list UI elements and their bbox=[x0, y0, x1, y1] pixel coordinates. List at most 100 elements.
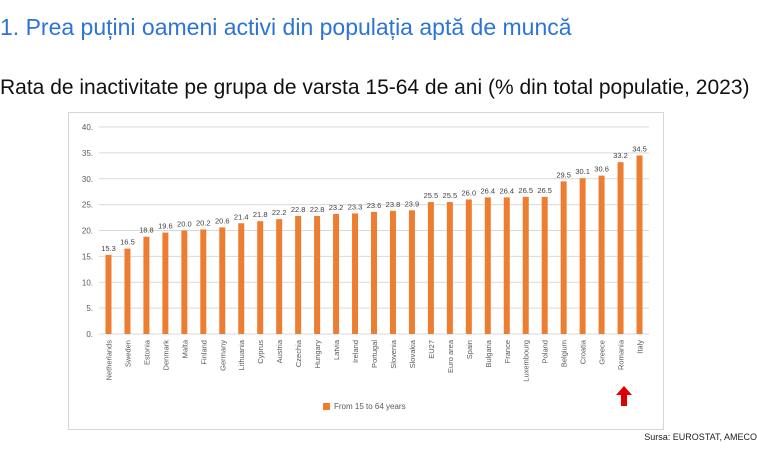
value-label: 16.5 bbox=[120, 238, 135, 247]
bar bbox=[333, 213, 340, 334]
value-label: 30.6 bbox=[594, 165, 609, 174]
value-label: 29.5 bbox=[556, 170, 571, 179]
value-label: 23.8 bbox=[386, 200, 401, 209]
value-label: 22.8 bbox=[310, 205, 325, 214]
category-label: France bbox=[503, 340, 512, 363]
category-label: Romania bbox=[617, 339, 626, 370]
chart-frame: 0. 5. 10. 15. 20. 25. 30. 35. 40. 15.3 Netherlands… bbox=[68, 112, 664, 430]
bar bbox=[465, 199, 472, 334]
category-label: Croatia bbox=[579, 339, 588, 364]
bar bbox=[181, 230, 188, 334]
bar bbox=[484, 197, 491, 334]
value-label: 20.6 bbox=[215, 216, 230, 225]
value-label: 33.2 bbox=[613, 151, 628, 160]
category-label: Malta bbox=[180, 339, 189, 358]
bar bbox=[617, 162, 624, 334]
y-tick-label: 0. bbox=[86, 330, 93, 339]
bar bbox=[352, 213, 359, 334]
bar bbox=[200, 229, 207, 334]
value-label: 15.3 bbox=[101, 244, 116, 253]
category-label: Hungary bbox=[313, 340, 322, 369]
category-label: EU27 bbox=[427, 340, 436, 359]
category-label: Italy bbox=[636, 340, 645, 354]
bar bbox=[446, 202, 453, 334]
bar bbox=[162, 232, 169, 334]
value-label: 22.2 bbox=[272, 208, 287, 217]
category-label: Spain bbox=[465, 340, 474, 359]
y-tick-label: 35. bbox=[82, 149, 93, 158]
value-label: 19.6 bbox=[158, 222, 173, 231]
bar bbox=[238, 223, 245, 334]
legend-label: From 15 to 64 years bbox=[334, 402, 406, 411]
value-label: 34.5 bbox=[632, 144, 647, 153]
bar bbox=[295, 216, 302, 334]
value-label: 23.3 bbox=[348, 202, 363, 211]
bar bbox=[636, 155, 643, 334]
category-label: Czechia bbox=[294, 339, 303, 367]
category-label: Sweden bbox=[123, 340, 132, 367]
slide-heading: 1. Prea puțini oameni activi din populaț… bbox=[0, 14, 572, 40]
value-label: 23.9 bbox=[405, 199, 420, 208]
category-label: Poland bbox=[541, 340, 550, 363]
value-label: 20.0 bbox=[177, 220, 192, 229]
value-label: 26.4 bbox=[499, 186, 514, 195]
bar bbox=[143, 236, 150, 334]
category-label: Slovenia bbox=[389, 339, 398, 369]
category-label: Cyprus bbox=[256, 340, 265, 364]
category-label: Latvia bbox=[332, 339, 341, 360]
category-label: Slovakia bbox=[408, 339, 417, 368]
category-label: Austria bbox=[275, 339, 284, 363]
category-label: Euro area bbox=[446, 339, 455, 373]
y-tick-label: 25. bbox=[82, 201, 93, 210]
bar bbox=[105, 254, 112, 334]
value-label: 20.2 bbox=[196, 218, 211, 227]
value-label: 26.4 bbox=[480, 186, 495, 195]
value-label: 18.8 bbox=[139, 226, 154, 235]
y-tick-label: 15. bbox=[82, 252, 93, 261]
bar bbox=[389, 210, 396, 334]
category-label: Bulgaria bbox=[484, 339, 493, 367]
value-label: 26.5 bbox=[518, 186, 533, 195]
y-tick-label: 40. bbox=[82, 123, 93, 132]
value-label: 30.1 bbox=[575, 167, 590, 176]
legend-swatch bbox=[323, 403, 330, 410]
bar bbox=[408, 210, 415, 334]
y-tick-label: 20. bbox=[82, 227, 93, 236]
red-up-arrow-icon bbox=[616, 386, 632, 406]
y-tick-label: 30. bbox=[82, 175, 93, 184]
y-tick-label: 5. bbox=[86, 304, 93, 313]
category-label: Finland bbox=[199, 340, 208, 365]
bar bbox=[276, 219, 283, 334]
value-label: 25.5 bbox=[443, 191, 458, 200]
bar bbox=[257, 221, 264, 334]
category-label: Ireland bbox=[351, 340, 360, 363]
bar bbox=[219, 227, 226, 334]
value-label: 25.5 bbox=[424, 191, 439, 200]
bar bbox=[522, 196, 529, 334]
bar bbox=[598, 175, 605, 334]
value-label: 22.8 bbox=[291, 205, 306, 214]
bar bbox=[371, 211, 377, 334]
y-tick-label: 10. bbox=[82, 278, 93, 287]
slide-subheading: Rata de inactivitate pe grupa de varsta … bbox=[0, 76, 750, 99]
bar bbox=[314, 216, 321, 334]
bar bbox=[560, 181, 567, 334]
category-label: Germany bbox=[218, 340, 227, 371]
category-label: Lithuania bbox=[237, 339, 246, 370]
bar bbox=[579, 178, 586, 334]
category-label: Luxembourg bbox=[522, 340, 531, 382]
bar-chart: 0. 5. 10. 15. 20. 25. 30. 35. 40. 15.3 Netherlands… bbox=[82, 123, 649, 411]
value-label: 21.4 bbox=[234, 212, 249, 221]
bar bbox=[503, 197, 510, 334]
source-note: Sursa: EUROSTAT, AMECO bbox=[644, 432, 757, 442]
value-label: 26.5 bbox=[537, 186, 552, 195]
category-label: Belgium bbox=[560, 340, 569, 367]
bar bbox=[124, 248, 131, 334]
value-label: 23.6 bbox=[367, 201, 382, 210]
category-label: Denmark bbox=[161, 340, 170, 371]
category-label: Portugal bbox=[370, 340, 379, 368]
category-label: Estonia bbox=[142, 339, 151, 365]
category-label: Greece bbox=[598, 340, 607, 365]
value-label: 26.0 bbox=[462, 188, 477, 197]
bar bbox=[541, 196, 548, 334]
